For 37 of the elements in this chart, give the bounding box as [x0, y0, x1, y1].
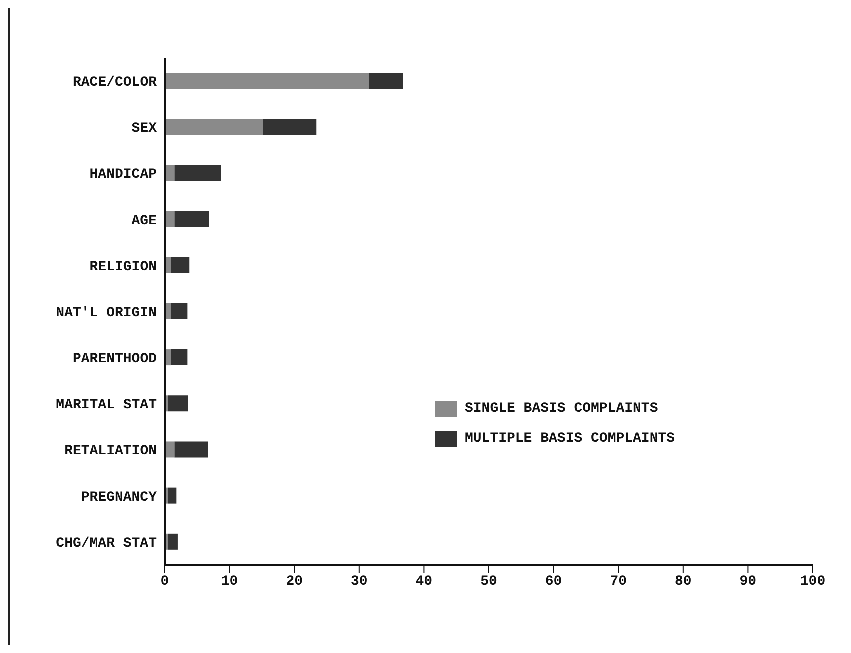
y-tick-label: AGE — [132, 213, 157, 230]
y-tick-label: NAT'L ORIGIN — [56, 305, 157, 322]
x-tick-label: 10 — [221, 574, 238, 590]
bar — [263, 119, 317, 136]
y-tick-label: PREGNANCY — [81, 490, 158, 506]
bar — [174, 211, 210, 228]
bar — [174, 165, 222, 182]
x-tick-label: 70 — [610, 574, 628, 590]
y-tick-label: HANDICAP — [90, 167, 157, 184]
bar — [171, 303, 188, 320]
x-tick-label: 80 — [674, 574, 692, 590]
bar — [369, 73, 404, 89]
bar — [168, 534, 178, 550]
legend-label: SINGLE BASIS COMPLAINTS — [465, 401, 658, 417]
y-tick-label: RACE/COLOR — [72, 75, 158, 92]
bar — [174, 442, 208, 458]
x-tick-label: 50 — [480, 574, 498, 590]
x-tick-label: 90 — [740, 574, 757, 590]
y-tick-label: RELIGION — [90, 259, 157, 276]
y-tick-label: MARITAL STAT — [56, 398, 157, 414]
x-tick-label: 30 — [350, 574, 368, 590]
bar — [165, 119, 264, 136]
bar — [165, 73, 370, 89]
y-tick-label: RETALIATION — [64, 444, 157, 460]
bar — [168, 396, 188, 412]
y-tick-label: CHG/MAR STAT — [56, 536, 157, 552]
x-tick-label: 60 — [545, 574, 562, 590]
x-tick-label: 0 — [160, 574, 170, 590]
bar — [171, 350, 188, 366]
y-tick-label: SEX — [132, 121, 158, 138]
bar — [168, 488, 177, 504]
x-tick-label: 100 — [800, 574, 826, 590]
y-tick-label: PARENTHOOD — [72, 352, 157, 368]
legend-label: MULTIPLE BASIS COMPLAINTS — [465, 431, 676, 447]
x-tick-label: 40 — [416, 574, 433, 590]
bar — [171, 257, 190, 274]
x-tick-label: 20 — [286, 574, 304, 590]
